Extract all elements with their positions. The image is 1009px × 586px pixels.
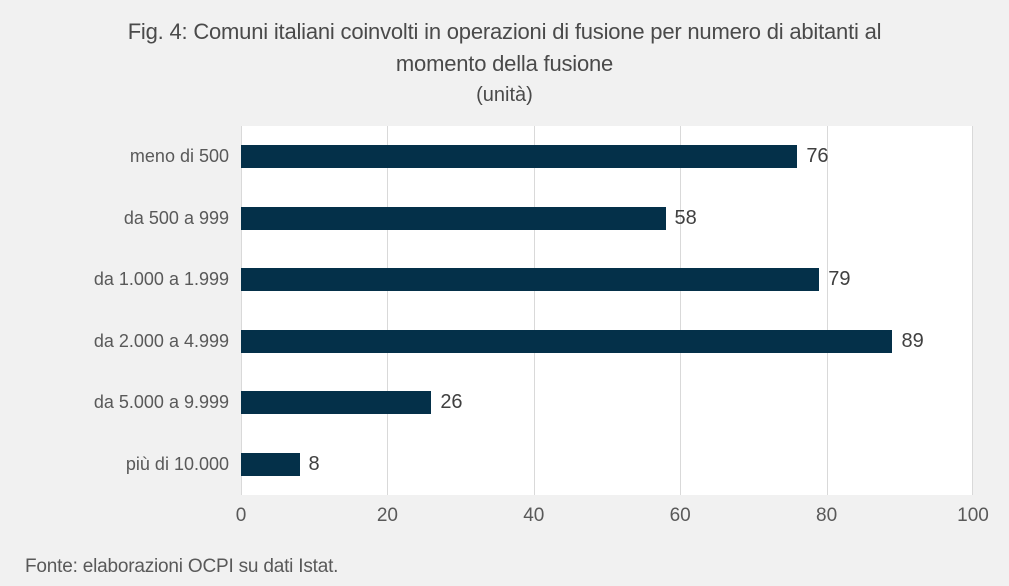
bar [241,452,300,476]
x-tick-label: 80 [816,505,838,526]
value-label: 26 [440,391,463,414]
category-label: da 500 a 999 [123,207,229,228]
gridline [533,126,535,495]
category-label: da 5.000 a 9.999 [93,392,229,413]
value-label: 58 [674,206,697,229]
bar [241,329,893,353]
category-label: da 1.000 a 1.999 [93,269,229,290]
bar-row: 89 [241,311,973,373]
value-label: 89 [901,329,924,352]
source-note: Fonte: elaborazioni OCPI su dati Istat. [25,556,339,577]
gridline [680,126,682,495]
x-tick-label: 0 [235,505,247,526]
bar-row: 76 [241,126,973,188]
category-label: più di 10.000 [125,453,229,474]
chart-title-line-1: Fig. 4: Comuni italiani coinvolti in ope… [127,19,882,44]
x-tick-label: 40 [523,505,545,526]
chart-header: Fig. 4: Comuni italiani coinvolti in ope… [0,16,1009,110]
bar [241,206,666,230]
bar-row: 58 [241,188,973,250]
x-tick-label: 60 [669,505,691,526]
value-label: 76 [806,145,829,168]
bar-series: 76 58 79 89 26 8 [241,126,973,495]
gridline [972,126,973,495]
bar-row: 8 [241,434,973,496]
x-axis: 0 20 40 60 80 100 [236,505,989,531]
category-label: da 2.000 a 4.999 [93,330,229,351]
bar [241,268,820,292]
bar-row: 79 [241,249,973,311]
gridline [387,126,389,495]
gridline [826,126,828,495]
chart-title-line-2: momento della fusione [395,51,614,76]
gridlines [241,126,973,495]
gridline [241,126,242,495]
bar [241,391,432,415]
x-tick-label: 20 [376,505,398,526]
category-axis: meno di 500 da 500 a 999 da 1.000 a 1.999 d… [0,126,229,495]
x-tick-label: 100 [957,505,989,526]
value-label: 8 [308,452,320,475]
category-label: meno di 500 [129,146,229,167]
value-label: 79 [828,268,851,291]
bar [241,145,798,169]
bar-row: 26 [241,372,973,434]
chart-subtitle: (unità) [476,84,533,106]
plot-area: 76 58 79 89 26 8 [241,126,973,495]
